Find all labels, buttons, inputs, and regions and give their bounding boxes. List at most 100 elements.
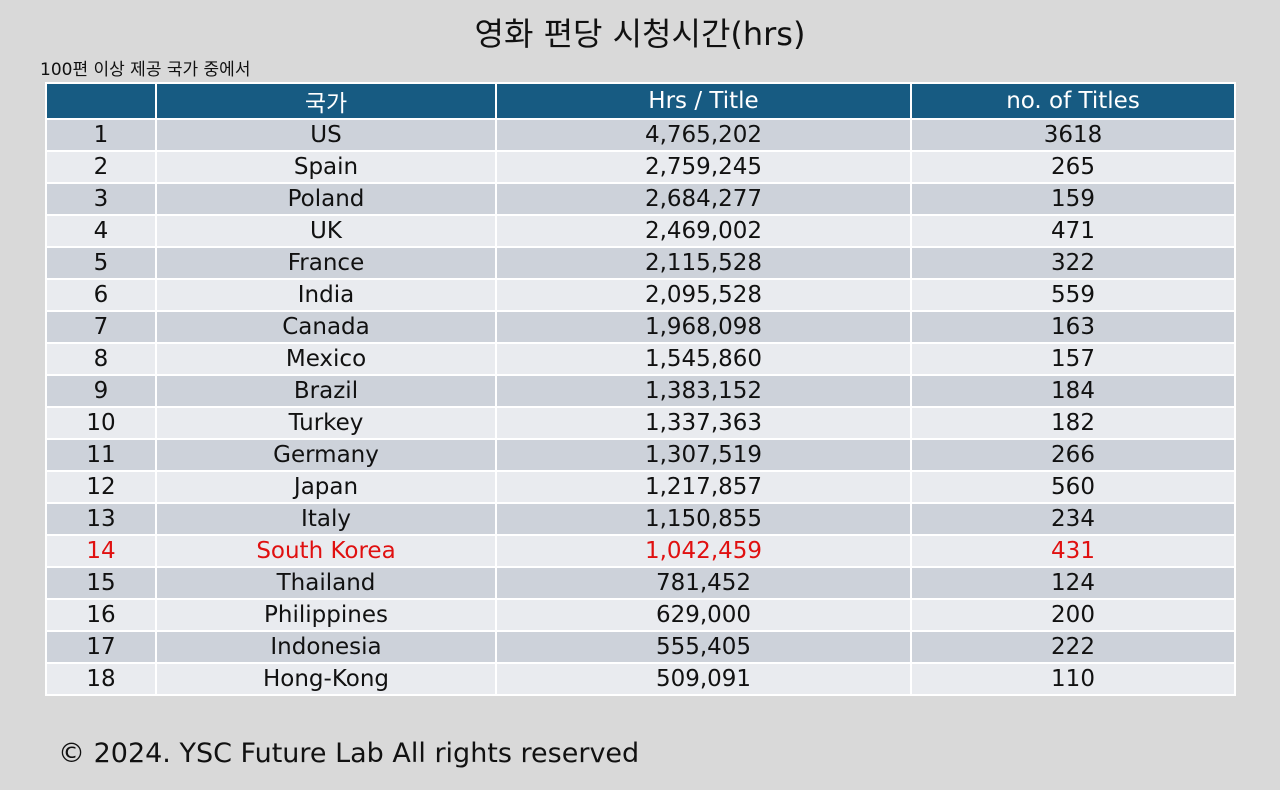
hours-per-title-cell: 2,469,002 [495,214,912,248]
hours-per-title-cell: 1,545,860 [495,342,912,376]
country-cell: France [155,246,497,280]
rank-cell: 9 [45,374,157,408]
rank-cell: 14 [45,534,157,568]
rank-cell: 16 [45,598,157,632]
country-cell: Turkey [155,406,497,440]
rank-cell: 5 [45,246,157,280]
table-row: 9 Brazil 1,383,152 184 [45,374,1236,408]
hours-per-title-cell: 1,307,519 [495,438,912,472]
titles-count-cell: 3618 [910,118,1236,152]
titles-count-cell: 182 [910,406,1236,440]
country-cell: India [155,278,497,312]
table-row: 7 Canada 1,968,098 163 [45,310,1236,344]
rank-cell: 7 [45,310,157,344]
hours-per-title-cell: 1,217,857 [495,470,912,504]
titles-count-cell: 431 [910,534,1236,568]
titles-count-cell: 234 [910,502,1236,536]
table-row: 10 Turkey 1,337,363 182 [45,406,1236,440]
table-row: 18 Hong-Kong 509,091 110 [45,662,1236,696]
header-number-of-titles: no. of Titles [910,82,1236,120]
titles-count-cell: 560 [910,470,1236,504]
table-header-row: 국가 Hrs / Title no. of Titles [45,82,1236,120]
titles-count-cell: 559 [910,278,1236,312]
rank-cell: 2 [45,150,157,184]
rank-cell: 10 [45,406,157,440]
titles-count-cell: 110 [910,662,1236,696]
rank-cell: 12 [45,470,157,504]
ranking-table: 국가 Hrs / Title no. of Titles 1 US 4,765,20… [45,82,1236,696]
hours-per-title-cell: 1,968,098 [495,310,912,344]
hours-per-title-cell: 1,042,459 [495,534,912,568]
table-row: 15 Thailand 781,452 124 [45,566,1236,600]
table-row: 17 Indonesia 555,405 222 [45,630,1236,664]
table-body: 1 US 4,765,202 3618 2 Spain 2,759,245 265 3 Polan… [45,118,1236,696]
table-row: 3 Poland 2,684,277 159 [45,182,1236,216]
titles-count-cell: 159 [910,182,1236,216]
rank-cell: 17 [45,630,157,664]
hours-per-title-cell: 2,115,528 [495,246,912,280]
table-row: 4 UK 2,469,002 471 [45,214,1236,248]
rank-cell: 1 [45,118,157,152]
country-cell: Spain [155,150,497,184]
hours-per-title-cell: 4,765,202 [495,118,912,152]
titles-count-cell: 265 [910,150,1236,184]
titles-count-cell: 322 [910,246,1236,280]
table-row: 16 Philippines 629,000 200 [45,598,1236,632]
rank-cell: 8 [45,342,157,376]
hours-per-title-cell: 629,000 [495,598,912,632]
rank-cell: 3 [45,182,157,216]
table-row: 12 Japan 1,217,857 560 [45,470,1236,504]
rank-cell: 4 [45,214,157,248]
titles-count-cell: 222 [910,630,1236,664]
rank-cell: 13 [45,502,157,536]
titles-count-cell: 200 [910,598,1236,632]
country-cell: Poland [155,182,497,216]
titles-count-cell: 266 [910,438,1236,472]
rank-cell: 6 [45,278,157,312]
hours-per-title-cell: 555,405 [495,630,912,664]
copyright-footer: © 2024. YSC Future Lab All rights reserv… [58,738,640,769]
titles-count-cell: 471 [910,214,1236,248]
hours-per-title-cell: 2,759,245 [495,150,912,184]
hours-per-title-cell: 2,684,277 [495,182,912,216]
country-cell: Canada [155,310,497,344]
header-hours-per-title: Hrs / Title [495,82,912,120]
titles-count-cell: 184 [910,374,1236,408]
country-cell: South Korea [155,534,497,568]
country-cell: Hong-Kong [155,662,497,696]
header-rank [45,82,157,120]
table-row: 2 Spain 2,759,245 265 [45,150,1236,184]
table-row: 1 US 4,765,202 3618 [45,118,1236,152]
table-row: 13 Italy 1,150,855 234 [45,502,1236,536]
table-row: 5 France 2,115,528 322 [45,246,1236,280]
rank-cell: 11 [45,438,157,472]
country-cell: Germany [155,438,497,472]
table-row: 11 Germany 1,307,519 266 [45,438,1236,472]
country-cell: Italy [155,502,497,536]
rank-cell: 15 [45,566,157,600]
country-cell: UK [155,214,497,248]
country-cell: US [155,118,497,152]
hours-per-title-cell: 2,095,528 [495,278,912,312]
header-country: 국가 [155,82,497,120]
table-row: 8 Mexico 1,545,860 157 [45,342,1236,376]
country-cell: Mexico [155,342,497,376]
chart-subtitle: 100편 이상 제공 국가 중에서 [40,60,251,80]
country-cell: Philippines [155,598,497,632]
chart-title: 영화 편당 시청시간(hrs) [474,15,806,53]
titles-count-cell: 163 [910,310,1236,344]
hours-per-title-cell: 1,150,855 [495,502,912,536]
rank-cell: 18 [45,662,157,696]
titles-count-cell: 124 [910,566,1236,600]
hours-per-title-cell: 509,091 [495,662,912,696]
country-cell: Indonesia [155,630,497,664]
country-cell: Thailand [155,566,497,600]
titles-count-cell: 157 [910,342,1236,376]
table-row: 14 South Korea 1,042,459 431 [45,534,1236,568]
hours-per-title-cell: 1,383,152 [495,374,912,408]
country-cell: Brazil [155,374,497,408]
country-cell: Japan [155,470,497,504]
hours-per-title-cell: 1,337,363 [495,406,912,440]
hours-per-title-cell: 781,452 [495,566,912,600]
table-row: 6 India 2,095,528 559 [45,278,1236,312]
